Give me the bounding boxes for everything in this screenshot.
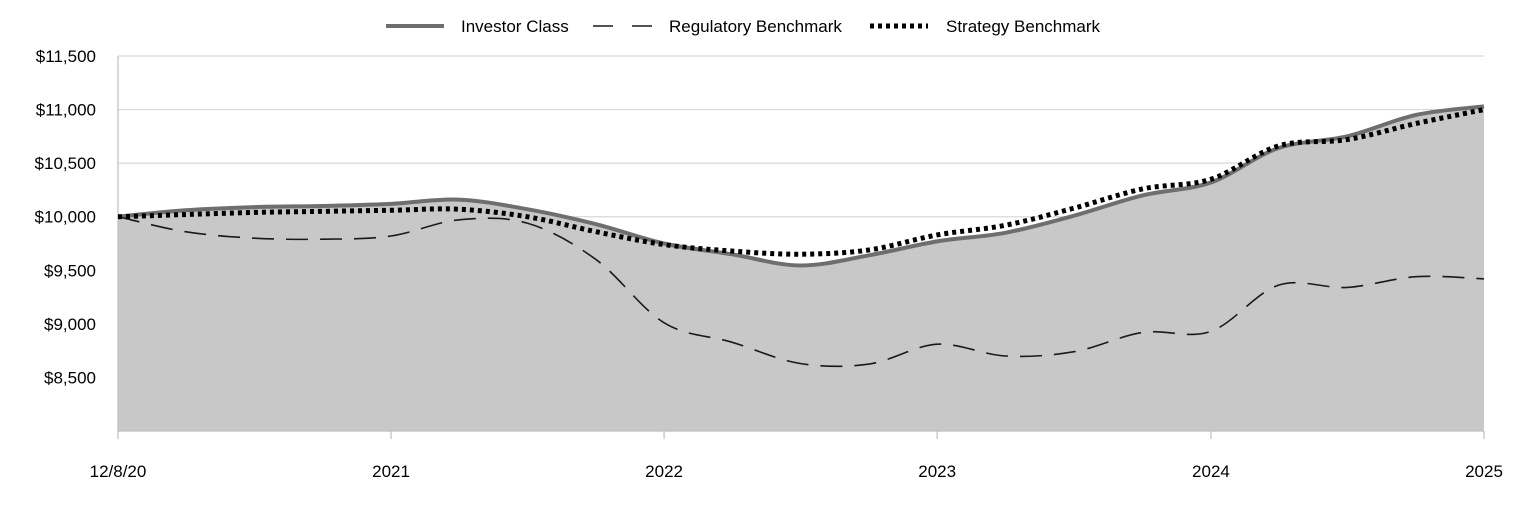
x-tick-label: 2022 bbox=[645, 462, 683, 481]
x-axis-tick-labels: 12/8/20 2021 2022 2023 2024 2025 bbox=[90, 462, 1503, 481]
x-tick-label: 2024 bbox=[1192, 462, 1230, 481]
axes bbox=[117, 56, 1485, 439]
series-line-strategy-benchmark bbox=[117, 107, 1485, 257]
legend-label: Strategy Benchmark bbox=[946, 17, 1101, 36]
series-lines bbox=[117, 104, 1485, 368]
legend-label: Regulatory Benchmark bbox=[669, 17, 842, 36]
series-line-regulatory-benchmark bbox=[117, 215, 1485, 368]
x-tick-label: 2021 bbox=[372, 462, 410, 481]
y-tick-label: $10,000 bbox=[35, 208, 96, 227]
investor-class-area bbox=[118, 106, 1484, 432]
x-tick-label: 2023 bbox=[918, 462, 956, 481]
y-tick-label: $11,000 bbox=[36, 101, 96, 120]
legend: Investor Class Regulatory Benchmark Strate… bbox=[386, 17, 1101, 36]
x-tick-label: 2025 bbox=[1465, 462, 1503, 481]
x-tick-label: 12/8/20 bbox=[90, 462, 147, 481]
y-tick-label: $10,500 bbox=[35, 154, 96, 173]
y-tick-label: $9,500 bbox=[44, 261, 96, 280]
series-line-investor-class bbox=[117, 104, 1485, 268]
y-axis-tick-labels: $8,500 $9,000 $9,500 $10,000 $10,500 $11,000 $… bbox=[35, 47, 96, 387]
legend-label: Investor Class bbox=[461, 17, 569, 36]
y-tick-label: $9,000 bbox=[44, 315, 96, 334]
y-tick-label: $11,500 bbox=[36, 47, 96, 66]
y-tick-label: $8,500 bbox=[44, 368, 96, 387]
area-fill-layer bbox=[118, 106, 1484, 432]
